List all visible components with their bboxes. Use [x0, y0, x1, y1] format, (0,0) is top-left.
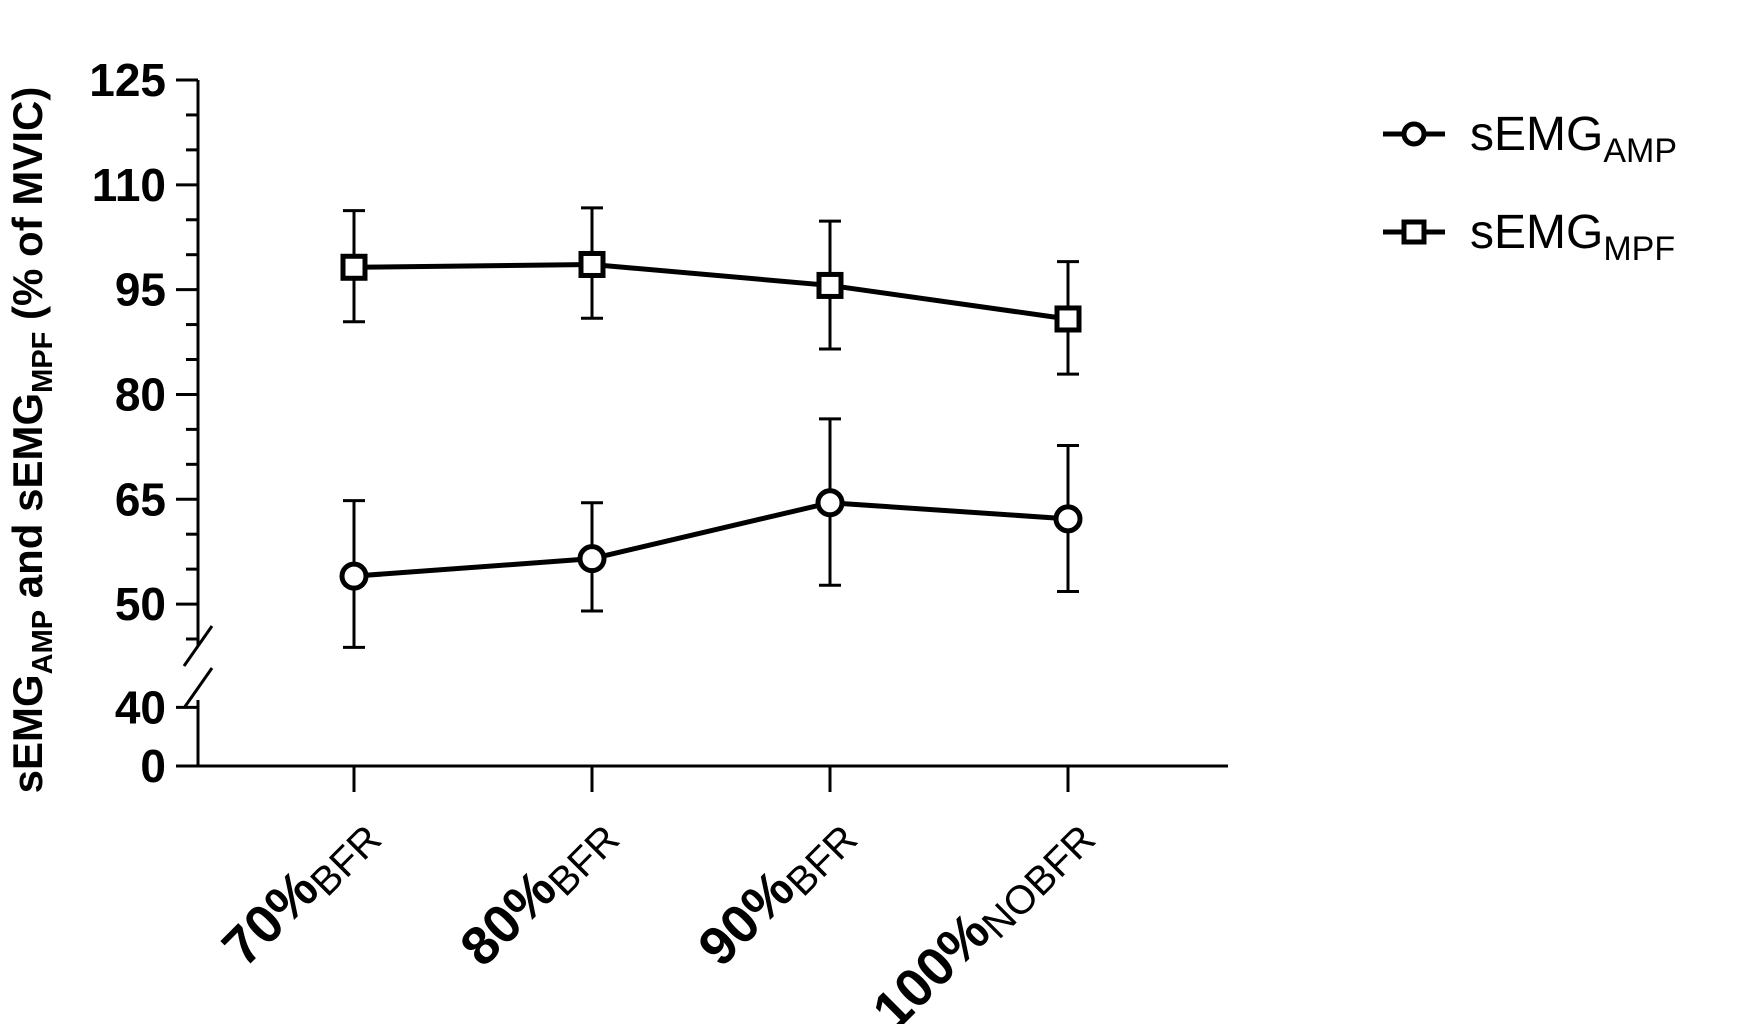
point-mpf-2: [816, 271, 844, 299]
y-tick-label-40: 40: [115, 681, 166, 733]
legend-amp-main: sEMG: [1470, 108, 1603, 161]
y-tick-label-50: 50: [115, 578, 166, 630]
y-tick-label-125: 125: [89, 54, 166, 106]
point-amp-3: [1053, 504, 1083, 534]
y-title-sub-b: MPF: [27, 332, 59, 393]
point-mpf-3: [1054, 305, 1082, 333]
series-lines: [353, 261, 1069, 579]
legend-marker-square: [1401, 219, 1427, 245]
x-category-label-3: 100%NOBFR: [861, 802, 1104, 1024]
y-axis-title: sEMGAMP and sEMGMPF (% of MVIC): [4, 87, 59, 794]
x-category-label-0: 70%BFR: [211, 802, 390, 981]
series-line-amp: [353, 500, 1069, 579]
legend-mpf-sub: MPF: [1603, 230, 1675, 268]
y-ticks: 50 65 80 95 110 125 0 40: [89, 54, 198, 792]
axis-break-upper: [182, 625, 214, 667]
axis-break-lower: [182, 667, 214, 709]
y-tick-label-0: 0: [140, 740, 166, 792]
legend-label-amp: sEMGAMP: [1470, 108, 1677, 170]
point-mpf-1: [578, 250, 606, 278]
point-mpf-0: [340, 253, 368, 281]
legend: sEMGAMP sEMGMPF: [1383, 108, 1677, 268]
legend-amp-sub: AMP: [1603, 132, 1677, 170]
y-title-part-c: (% of MVIC): [4, 87, 51, 332]
y-title-part-b: and sEMG: [4, 393, 51, 610]
y-tick-label-65: 65: [115, 473, 166, 525]
point-amp-2: [815, 488, 845, 518]
y-title-sub-a: AMP: [27, 610, 59, 674]
legend-marker-circle: [1401, 121, 1427, 147]
series-markers: [339, 250, 1083, 591]
point-amp-1: [577, 544, 607, 574]
axes: [182, 80, 1228, 792]
series-line-mpf: [353, 261, 1069, 322]
y-tick-label-95: 95: [115, 264, 166, 316]
x-category-label-2: 90%BFR: [687, 802, 866, 981]
x-category-sub: NOBFR: [974, 817, 1104, 947]
y-tick-label-110: 110: [92, 159, 166, 211]
legend-label-mpf: sEMGMPF: [1470, 206, 1675, 268]
legend-mpf-main: sEMG: [1470, 206, 1603, 259]
x-category-label-1: 80%BFR: [449, 802, 628, 981]
y-tick-label-80: 80: [115, 368, 166, 420]
point-amp-0: [339, 561, 369, 591]
y-title-part-a: sEMG: [4, 674, 51, 793]
